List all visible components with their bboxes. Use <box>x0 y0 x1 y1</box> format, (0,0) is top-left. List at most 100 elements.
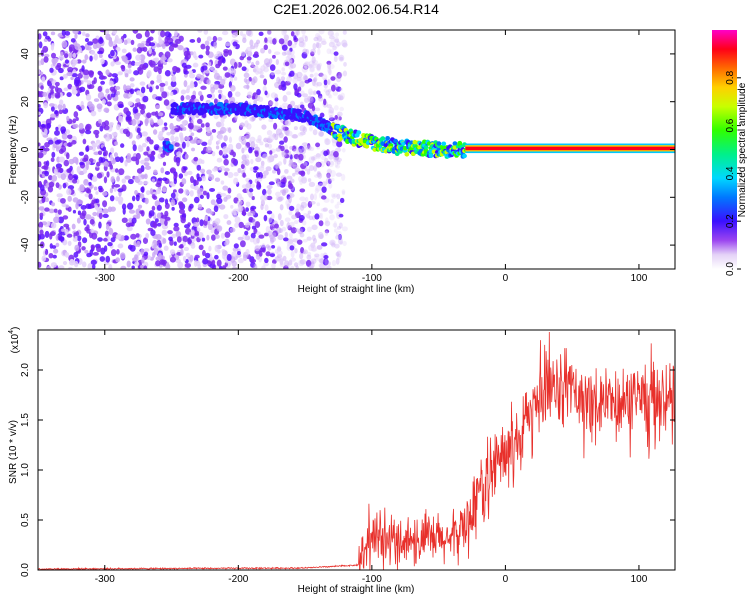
noise-blob <box>159 85 164 93</box>
noise-blob <box>282 95 288 102</box>
noise-blob <box>317 172 323 179</box>
snr-series-line <box>38 331 675 570</box>
spectrogram-y-ticks: -40 -20 0 20 40 <box>20 48 675 252</box>
noise-blob <box>71 73 78 78</box>
noise-blob <box>250 61 255 68</box>
noise-blob <box>223 135 228 142</box>
noise-blob <box>156 43 160 48</box>
noise-blob <box>152 223 158 227</box>
y-tick-label: 20 <box>20 96 31 108</box>
noise-blob <box>40 58 45 66</box>
noise-blob <box>273 122 278 130</box>
noise-blob <box>244 222 250 228</box>
noise-blob <box>296 148 302 156</box>
noise-blob <box>47 185 54 193</box>
noise-blob <box>275 191 282 197</box>
noise-blob <box>189 203 194 209</box>
noise-blob <box>108 40 114 47</box>
noise-blob <box>46 266 52 269</box>
noise-blob <box>316 90 321 95</box>
noise-blob <box>158 197 165 203</box>
noise-blob <box>201 141 208 146</box>
noise-blob <box>274 223 279 229</box>
noise-blob <box>282 119 289 126</box>
noise-blob <box>161 229 168 236</box>
noise-blob <box>325 137 330 145</box>
noise-blob <box>134 254 138 260</box>
noise-blob <box>162 238 167 244</box>
noise-blob <box>210 229 215 234</box>
noise-blob <box>157 64 164 70</box>
noise-blob <box>197 158 203 164</box>
noise-blob <box>90 50 96 55</box>
noise-blob <box>333 228 338 233</box>
noise-blob <box>283 237 289 242</box>
noise-blob <box>216 193 222 200</box>
noise-blob <box>323 265 330 269</box>
noise-blob <box>330 160 335 166</box>
noise-blob <box>276 181 282 188</box>
noise-blob <box>237 251 241 256</box>
noise-blob <box>293 220 299 225</box>
noise-blob <box>140 86 146 94</box>
noise-blob <box>251 196 255 201</box>
noise-blob <box>201 237 206 242</box>
noise-blob <box>291 162 298 169</box>
noise-blob <box>212 69 218 74</box>
noise-blob <box>306 236 312 241</box>
noise-blob <box>128 68 132 74</box>
noise-blob <box>321 74 328 80</box>
noise-blob <box>274 177 280 182</box>
noise-blob <box>304 196 309 203</box>
noise-blob <box>313 237 318 244</box>
spectrogram-y-label: Frequency (Hz) <box>8 116 19 185</box>
noise-blob <box>54 130 60 136</box>
noise-blob <box>217 249 221 254</box>
noise-blob <box>244 145 248 151</box>
snr-multiplier: (x104) <box>8 327 21 354</box>
noise-blob <box>97 50 103 55</box>
noise-blob <box>186 85 191 91</box>
noise-blob <box>188 73 196 79</box>
noise-blob <box>67 83 73 90</box>
noise-blob <box>284 153 290 159</box>
noise-blob <box>212 167 218 172</box>
noise-blob <box>308 165 315 172</box>
noise-blob <box>252 218 256 226</box>
x-tick-label: 100 <box>631 273 648 284</box>
noise-blob <box>234 31 239 37</box>
noise-blob <box>301 176 307 181</box>
noise-blob <box>326 168 332 175</box>
noise-blob <box>335 156 339 161</box>
noise-blob <box>85 203 92 209</box>
noise-blob <box>110 93 116 98</box>
noise-blob <box>206 36 212 42</box>
noise-blob <box>295 208 300 214</box>
noise-blob <box>179 243 184 249</box>
noise-blob <box>339 87 343 92</box>
noise-blob <box>116 38 123 45</box>
noise-blob <box>281 102 289 108</box>
colorbar-tick-label: 0.6 <box>725 118 736 132</box>
noise-blob <box>311 62 318 69</box>
noise-blob <box>83 218 87 226</box>
noise-blob <box>178 173 184 179</box>
noise-blob <box>342 147 346 153</box>
noise-blob <box>274 51 281 56</box>
noise-blob <box>38 152 44 159</box>
noise-blob <box>241 66 247 72</box>
noise-blob <box>290 250 295 258</box>
y-tick-label: 0.5 <box>20 513 31 527</box>
noise-blob <box>199 194 204 200</box>
noise-blob <box>210 86 215 94</box>
noise-blob <box>132 30 139 34</box>
noise-blob <box>141 143 147 148</box>
noise-blob <box>318 72 324 77</box>
noise-blob <box>314 107 321 112</box>
noise-blob <box>284 120 291 127</box>
noise-blob <box>167 85 174 91</box>
noise-blob <box>290 44 297 49</box>
noise-blob <box>300 163 307 170</box>
noise-blob <box>87 70 95 76</box>
ridge-blob <box>173 103 179 108</box>
